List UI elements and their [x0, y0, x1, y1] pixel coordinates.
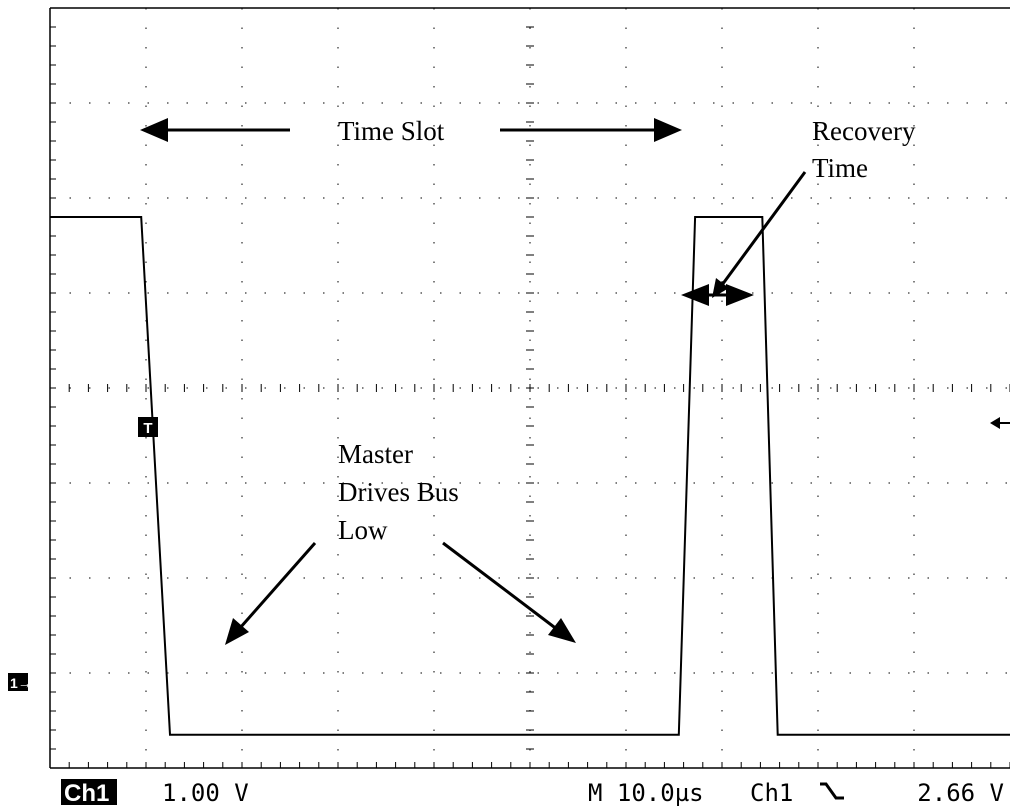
waveform-trace-ch1: [50, 216, 1010, 736]
graticule-grid: [49, 7, 1010, 769]
recovery-time-arrows: [681, 171, 807, 306]
time-slot-arrows: [140, 118, 682, 142]
timebase: M 10.0µs: [588, 779, 704, 807]
volts-per-div: 1.00 V: [162, 779, 249, 807]
recovery-label-line1: Recovery: [812, 116, 916, 146]
trigger-slope-falling-icon: [820, 782, 844, 800]
svg-text:1→: 1→: [10, 675, 32, 691]
time-slot-label: Time Slot: [338, 116, 445, 146]
master-label-line1: Master: [338, 439, 413, 469]
trigger-marker: T: [138, 417, 158, 437]
trigger-level: 2.66 V: [917, 779, 1004, 807]
master-label-line2: Drives Bus: [338, 477, 459, 507]
master-label-line3: Low: [338, 515, 388, 545]
channel-label: Ch1: [64, 780, 109, 807]
channel-ground-marker: 1→: [8, 673, 32, 691]
recovery-label-line2: Time: [812, 153, 868, 183]
master-arrows: [225, 541, 576, 645]
svg-text:T: T: [143, 420, 152, 437]
trigger-source: Ch1: [750, 779, 793, 807]
trigger-level-arrow-icon: [990, 417, 1010, 429]
channel-badge: [61, 779, 117, 805]
